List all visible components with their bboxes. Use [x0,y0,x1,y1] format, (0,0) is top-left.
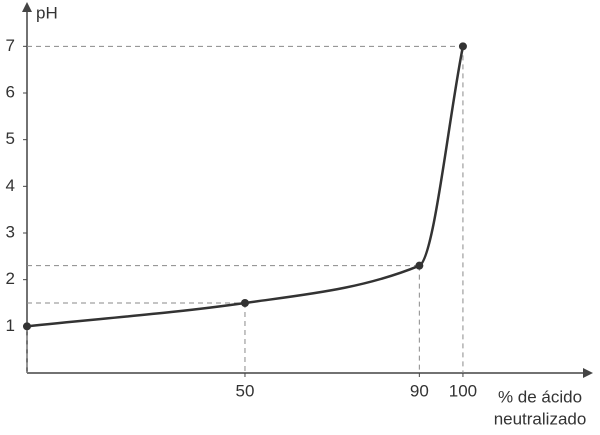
x-tick-label: 90 [410,381,429,400]
x-tick-label: 50 [236,381,255,400]
y-tick-label: 7 [6,36,15,55]
y-tick-label: 1 [6,316,15,335]
point [240,299,249,307]
x-tick-label: 100 [449,381,477,400]
y-tick-label: 3 [6,222,15,241]
point [23,322,31,331]
y-tick-label: 4 [6,176,15,195]
x-axis-label-line: % de ácido [498,387,582,406]
y-axis-label: pH [36,3,58,22]
point [458,42,467,51]
y-axis-arrow [22,2,32,12]
y-tick-label: 5 [6,129,15,148]
x-axis-label-line: neutralizado [494,409,587,428]
point [415,261,424,270]
curve [26,46,465,328]
x-axis-arrow [583,368,593,378]
y-tick-label: 2 [6,269,15,288]
y-tick-label: 6 [6,82,15,101]
